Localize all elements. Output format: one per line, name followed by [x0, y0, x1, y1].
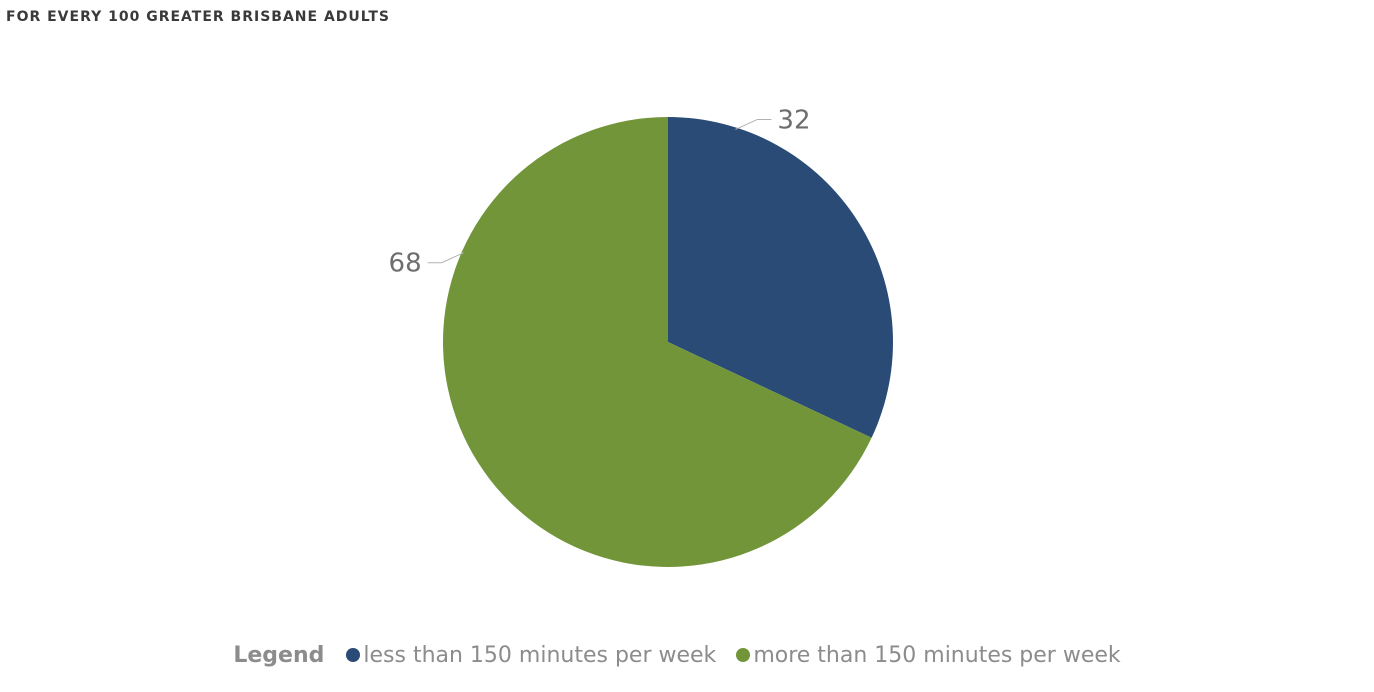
- legend-title: Legend: [233, 642, 325, 668]
- legend-label-more-than-150: more than 150 minutes per week: [753, 642, 1121, 668]
- legend: Legend less than 150 minutes per week mo…: [0, 640, 1374, 670]
- legend-item-less-than-150[interactable]: less than 150 minutes per week: [346, 643, 716, 668]
- legend-marker-less-than-150: [346, 648, 361, 662]
- data-label-less-than-150: 32: [777, 105, 810, 135]
- pie-slice-less-than-150[interactable]: [668, 117, 893, 438]
- data-label-more-than-150: 68: [389, 249, 422, 279]
- legend-marker-more-than-150: [736, 648, 751, 662]
- chart-title: FOR EVERY 100 GREATER BRISBANE ADULTS: [6, 9, 391, 25]
- pie-slice-more-than-150[interactable]: [443, 117, 872, 568]
- leader-line-less-than-150: [735, 118, 772, 130]
- leader-line-more-than-150: [427, 252, 464, 264]
- legend-label-less-than-150: less than 150 minutes per week: [363, 642, 717, 668]
- legend-item-more-than-150[interactable]: more than 150 minutes per week: [736, 642, 1121, 668]
